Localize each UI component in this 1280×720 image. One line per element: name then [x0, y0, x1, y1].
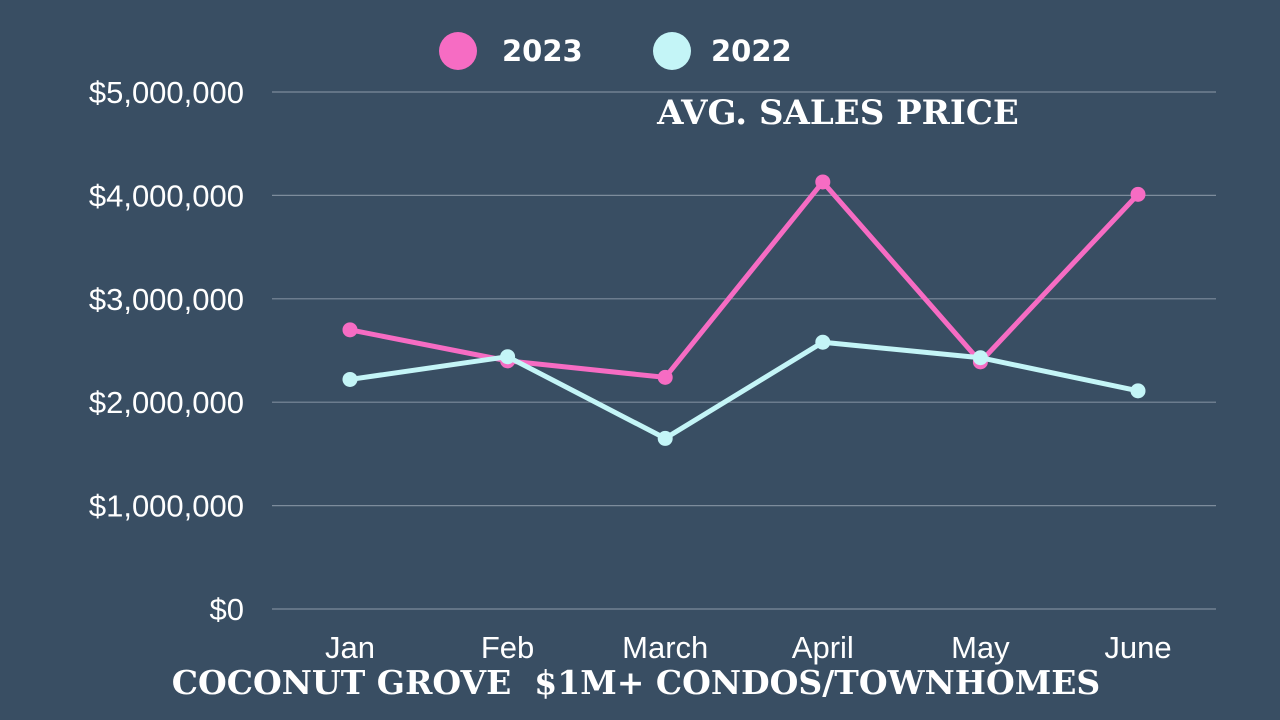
y-tick-label: $5,000,000	[89, 75, 244, 110]
legend-marker-2023	[439, 32, 477, 70]
legend: 2023 2022	[439, 32, 792, 70]
series-2022	[342, 334, 1146, 446]
y-axis-tick-labels: $0 $1,000,000 $2,000,000 $3,000,000 $4,000,0…	[89, 75, 244, 627]
y-tick-label: $0	[210, 592, 244, 627]
x-axis-tick-labels: Jan Feb March April May June	[325, 630, 1172, 665]
x-tick-label: June	[1104, 630, 1171, 665]
series-group	[342, 174, 1146, 446]
y-tick-label: $1,000,000	[89, 489, 244, 524]
series-line-2022	[347, 339, 1141, 442]
legend-marker-2022	[653, 32, 691, 70]
chart-title: AVG. SALES PRICE	[656, 93, 1019, 133]
x-tick-label: April	[792, 630, 854, 665]
legend-label-2023: 2023	[502, 34, 583, 68]
data-point-2022	[342, 371, 358, 387]
series-2023	[342, 174, 1146, 385]
chart-subtitle: COCONUT GROVE $1M+ CONDOS/TOWNHOMES	[172, 663, 1101, 702]
data-point-2022	[815, 334, 831, 350]
data-point-2022	[1130, 383, 1146, 399]
x-tick-label: Feb	[481, 630, 534, 665]
data-point-2023	[1130, 186, 1146, 202]
data-point-2023	[657, 369, 673, 385]
data-point-2022	[500, 349, 516, 365]
legend-label-2022: 2022	[711, 34, 792, 68]
y-tick-label: $4,000,000	[89, 178, 244, 213]
data-point-2022	[972, 350, 988, 366]
grid-lines	[272, 91, 1216, 610]
y-tick-label: $3,000,000	[89, 282, 244, 317]
data-point-2022	[657, 430, 673, 446]
x-tick-label: Jan	[325, 630, 375, 665]
data-point-2023	[342, 322, 358, 338]
x-tick-label: May	[951, 630, 1010, 665]
data-point-2023	[815, 174, 831, 190]
x-tick-label: March	[622, 630, 708, 665]
series-line-2023	[347, 178, 1141, 381]
y-tick-label: $2,000,000	[89, 385, 244, 420]
